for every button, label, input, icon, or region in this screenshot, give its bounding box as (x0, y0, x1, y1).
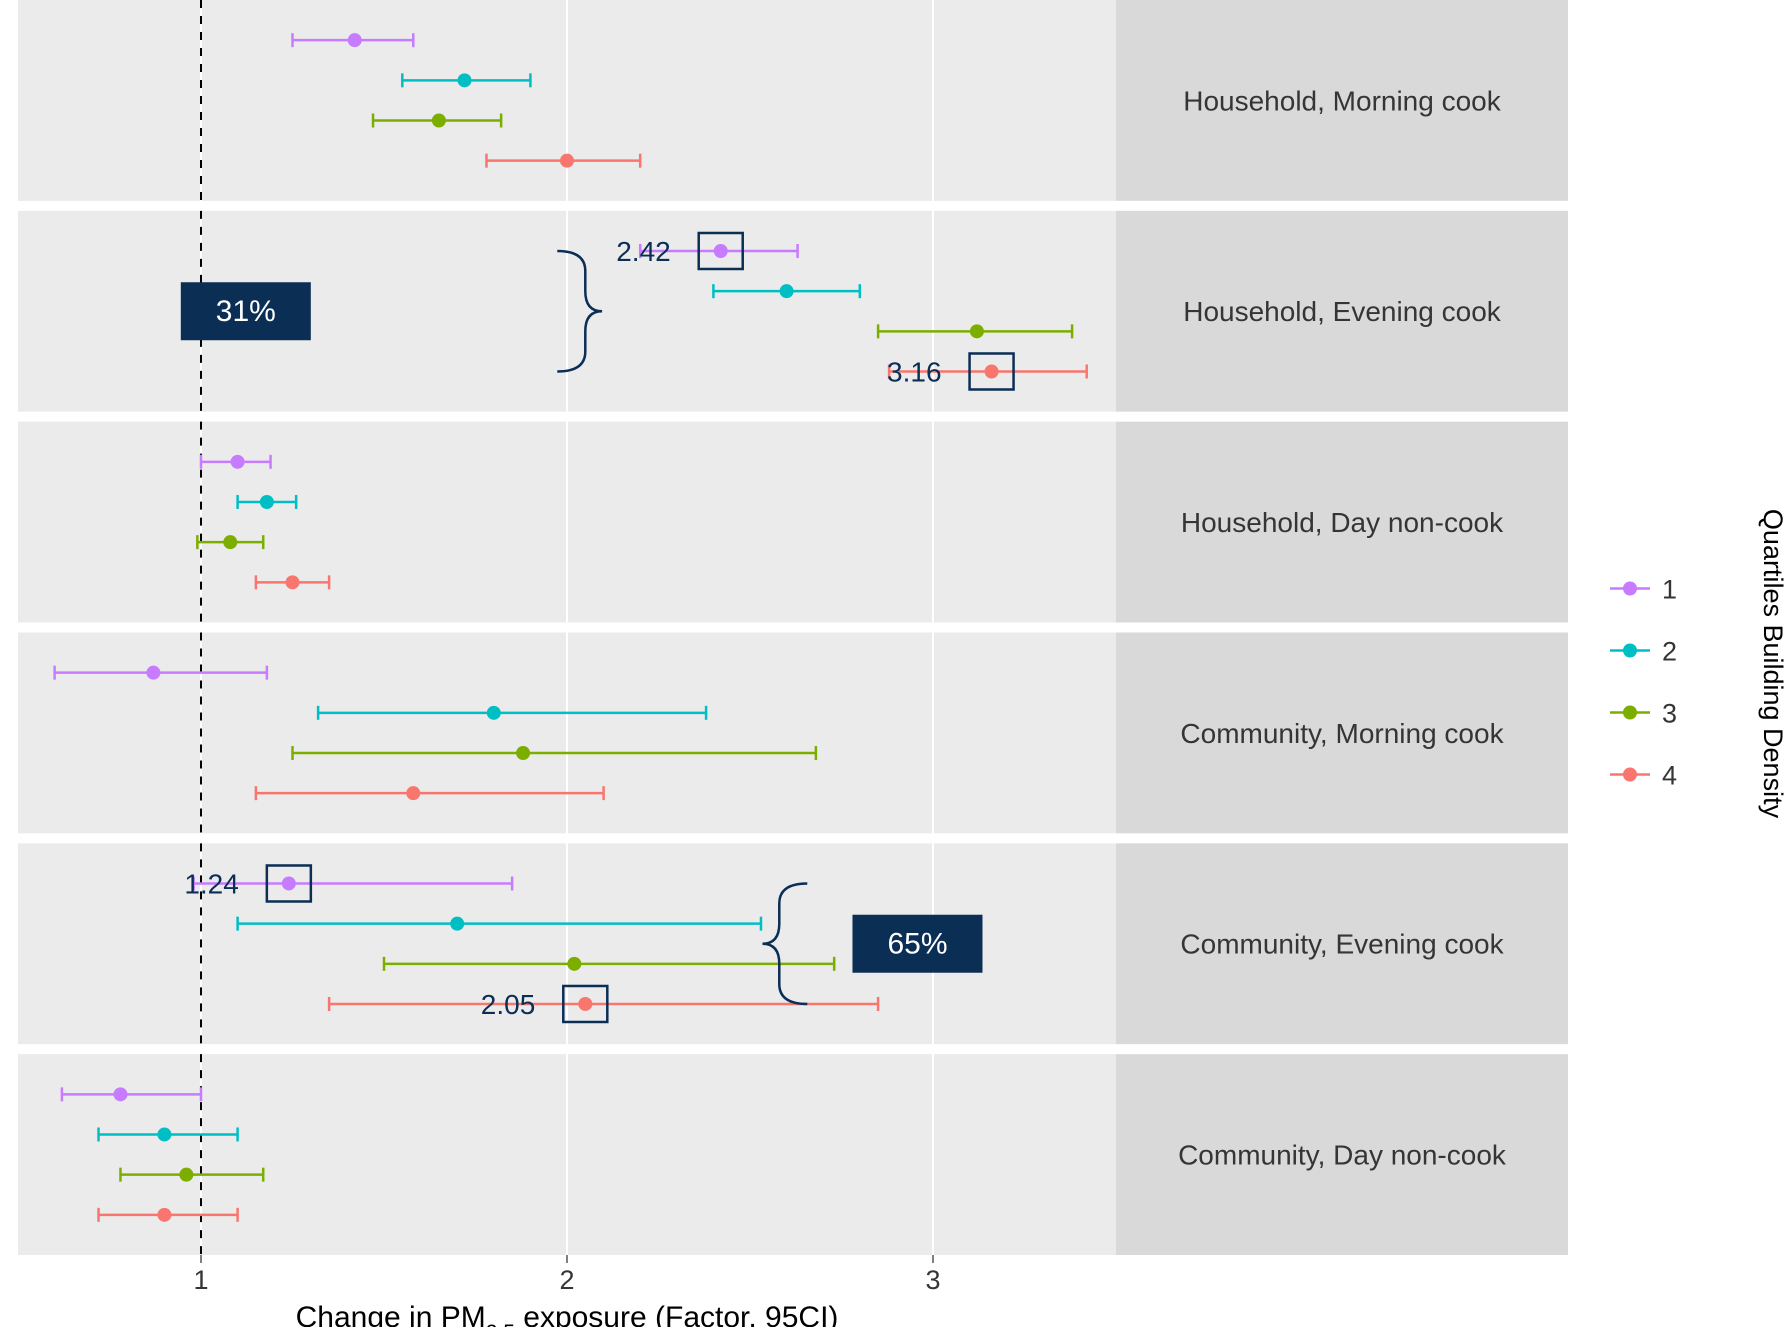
point-marker (146, 666, 160, 680)
point-marker (516, 746, 530, 760)
strip-label: Household, Morning cook (1183, 85, 1502, 116)
point-marker (560, 154, 574, 168)
point-marker (113, 1087, 127, 1101)
point-marker (286, 575, 300, 589)
value-label: 2.42 (616, 236, 671, 267)
strip-label: Community, Day non-cook (1178, 1140, 1507, 1171)
point-marker (714, 244, 728, 258)
strip-label: Community, Evening cook (1180, 929, 1504, 960)
legend-marker (1623, 768, 1637, 782)
strip-label: Household, Day non-cook (1181, 507, 1504, 538)
legend-title: Quartiles Building Density (1758, 509, 1785, 819)
pct-label: 65% (887, 928, 947, 961)
point-marker (282, 876, 296, 890)
point-marker (567, 957, 581, 971)
x-axis-title: Change in PM2.5 exposure (Factor, 95CI) (296, 1301, 839, 1327)
legend-item-label: 1 (1662, 575, 1677, 605)
point-marker (780, 284, 794, 298)
x-tick-label: 1 (193, 1265, 208, 1295)
legend-item-label: 3 (1662, 699, 1677, 729)
point-marker (157, 1208, 171, 1222)
point-marker (157, 1127, 171, 1141)
point-marker (487, 706, 501, 720)
point-marker (578, 997, 592, 1011)
point-marker (179, 1168, 193, 1182)
x-tick-label: 3 (925, 1265, 940, 1295)
point-marker (450, 917, 464, 931)
legend-item-label: 4 (1662, 761, 1677, 791)
pct-label: 31% (216, 295, 276, 328)
point-marker (985, 364, 999, 378)
point-marker (260, 495, 274, 509)
point-marker (458, 73, 472, 87)
x-tick-label: 2 (559, 1265, 574, 1295)
point-marker (348, 33, 362, 47)
value-label: 1.24 (184, 868, 239, 899)
value-label: 2.05 (481, 989, 536, 1020)
value-label: 3.16 (887, 356, 942, 387)
strip-label: Community, Morning cook (1180, 718, 1504, 749)
chart-svg: Household, Morning cook 2.42 3.16 Household… (0, 0, 1785, 1327)
legend-marker (1623, 582, 1637, 596)
legend-marker (1623, 706, 1637, 720)
forest-plot: Household, Morning cook 2.42 3.16 Household… (0, 0, 1785, 1327)
legend-item-label: 2 (1662, 637, 1677, 667)
point-marker (406, 786, 420, 800)
strip-label: Household, Evening cook (1183, 296, 1502, 327)
point-marker (432, 113, 446, 127)
legend-marker (1623, 644, 1637, 658)
point-marker (231, 455, 245, 469)
point-marker (970, 324, 984, 338)
point-marker (223, 535, 237, 549)
